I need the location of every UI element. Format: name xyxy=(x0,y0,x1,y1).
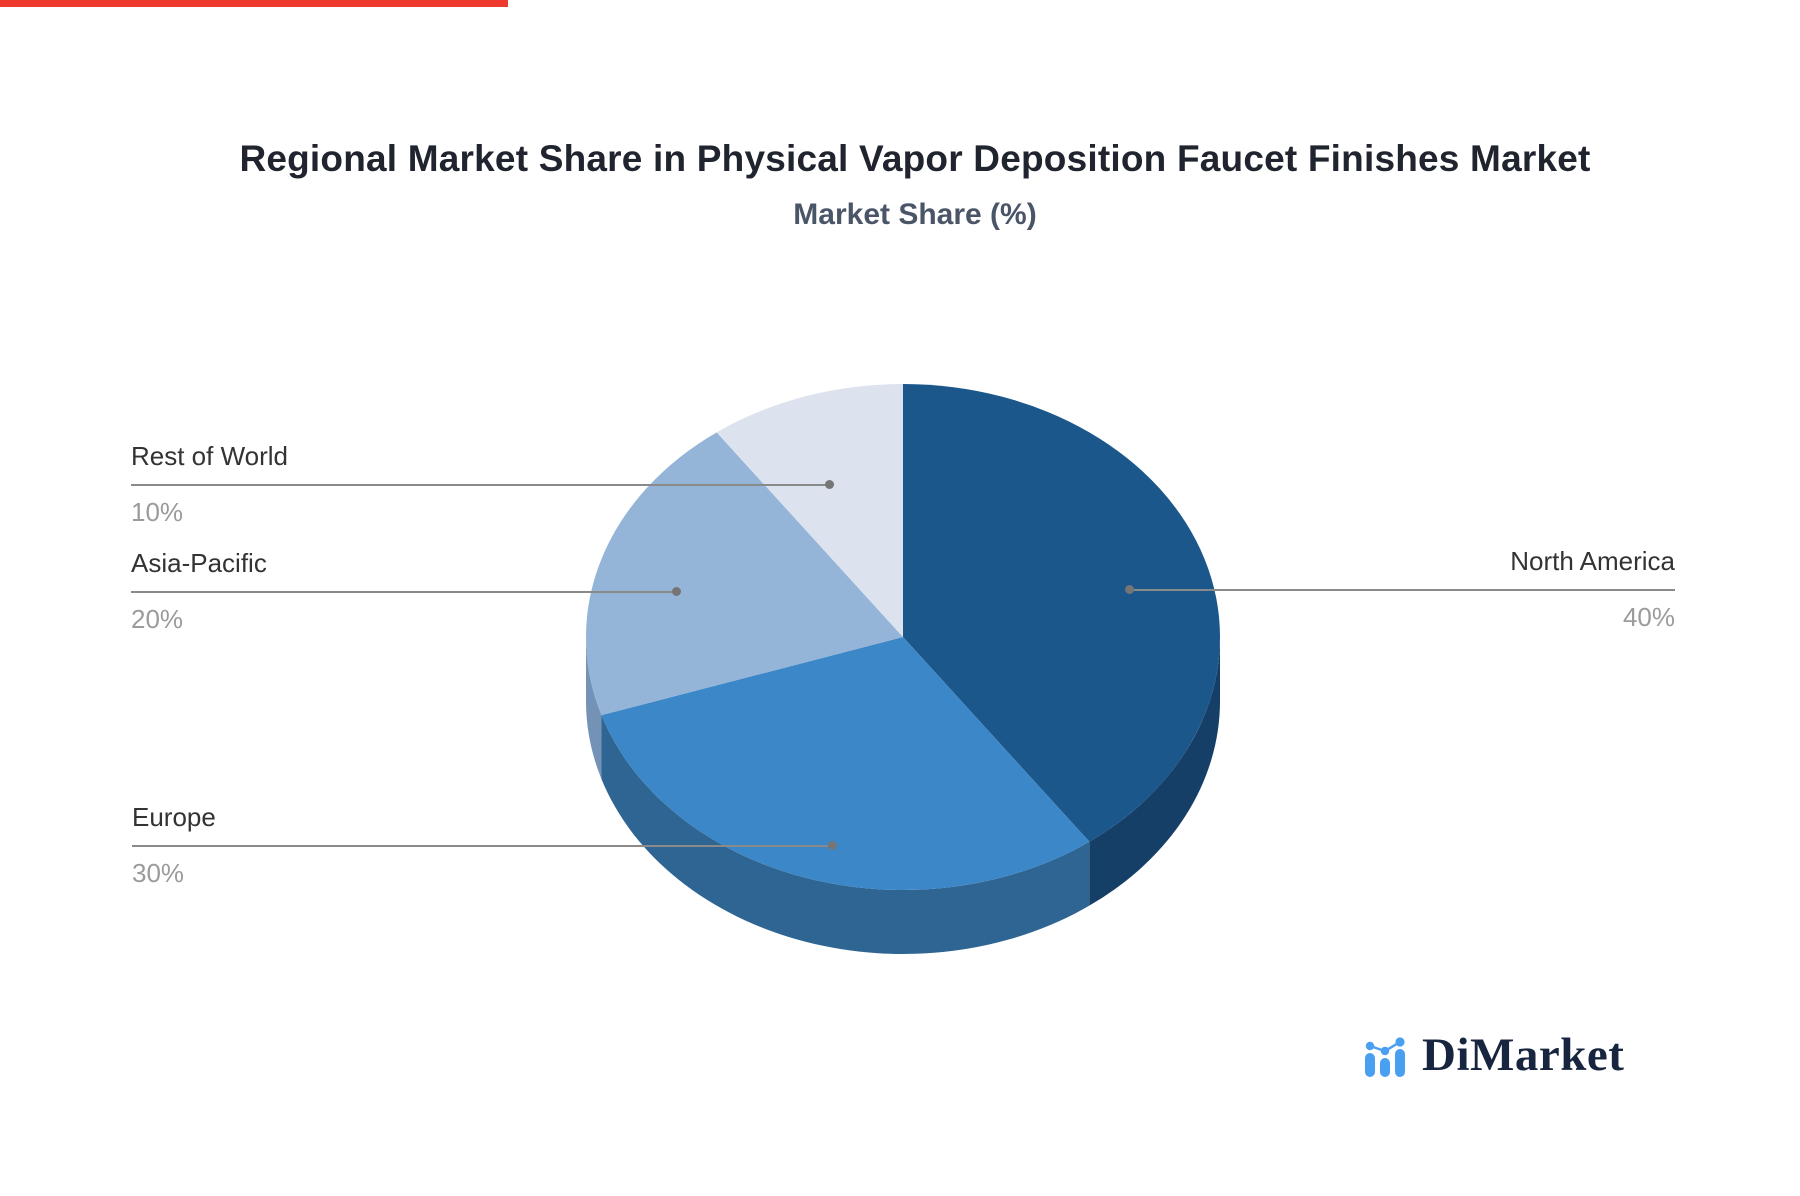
chart-heading: Regional Market Share in Physical Vapor … xyxy=(30,138,1800,232)
brand-logo: DiMarket xyxy=(1362,1032,1624,1079)
leader-dot xyxy=(672,587,681,596)
callout-percent: 10% xyxy=(131,497,184,527)
leader-line xyxy=(1129,589,1675,591)
brand-name: DiMarket xyxy=(1422,1029,1625,1081)
leader-dot xyxy=(1125,585,1134,594)
callout-label: North America xyxy=(1510,546,1675,576)
callout-percent: 40% xyxy=(1622,602,1675,632)
pie-slice-rest-of-world[interactable] xyxy=(716,384,903,637)
callout-percent: 20% xyxy=(131,604,184,634)
pie-slice-side-europe xyxy=(601,715,1090,954)
leader-line xyxy=(131,591,677,593)
leader-line xyxy=(131,484,830,486)
callout-label: Asia-Pacific xyxy=(131,548,267,578)
pie-slice-asia-pacific[interactable] xyxy=(586,432,903,716)
leader-dot xyxy=(828,841,837,850)
chart-title: Regional Market Share in Physical Vapor … xyxy=(239,138,1591,179)
leader-line xyxy=(132,845,833,847)
leader-dot xyxy=(825,480,834,489)
callout-label: Europe xyxy=(132,802,216,832)
callout-percent: 30% xyxy=(132,858,185,888)
chart-subtitle: Market Share (%) xyxy=(793,198,1037,231)
top-red-strip xyxy=(0,0,508,7)
pie-slice-north-america[interactable] xyxy=(903,384,1220,842)
pie-slice-side-asia-pacific xyxy=(586,637,602,780)
callout-label: Rest of World xyxy=(131,441,289,471)
bar-chart-logo-icon xyxy=(1365,1037,1405,1077)
pie-slice-side-north-america xyxy=(1089,637,1220,906)
pie-slice-europe[interactable] xyxy=(601,637,1090,890)
